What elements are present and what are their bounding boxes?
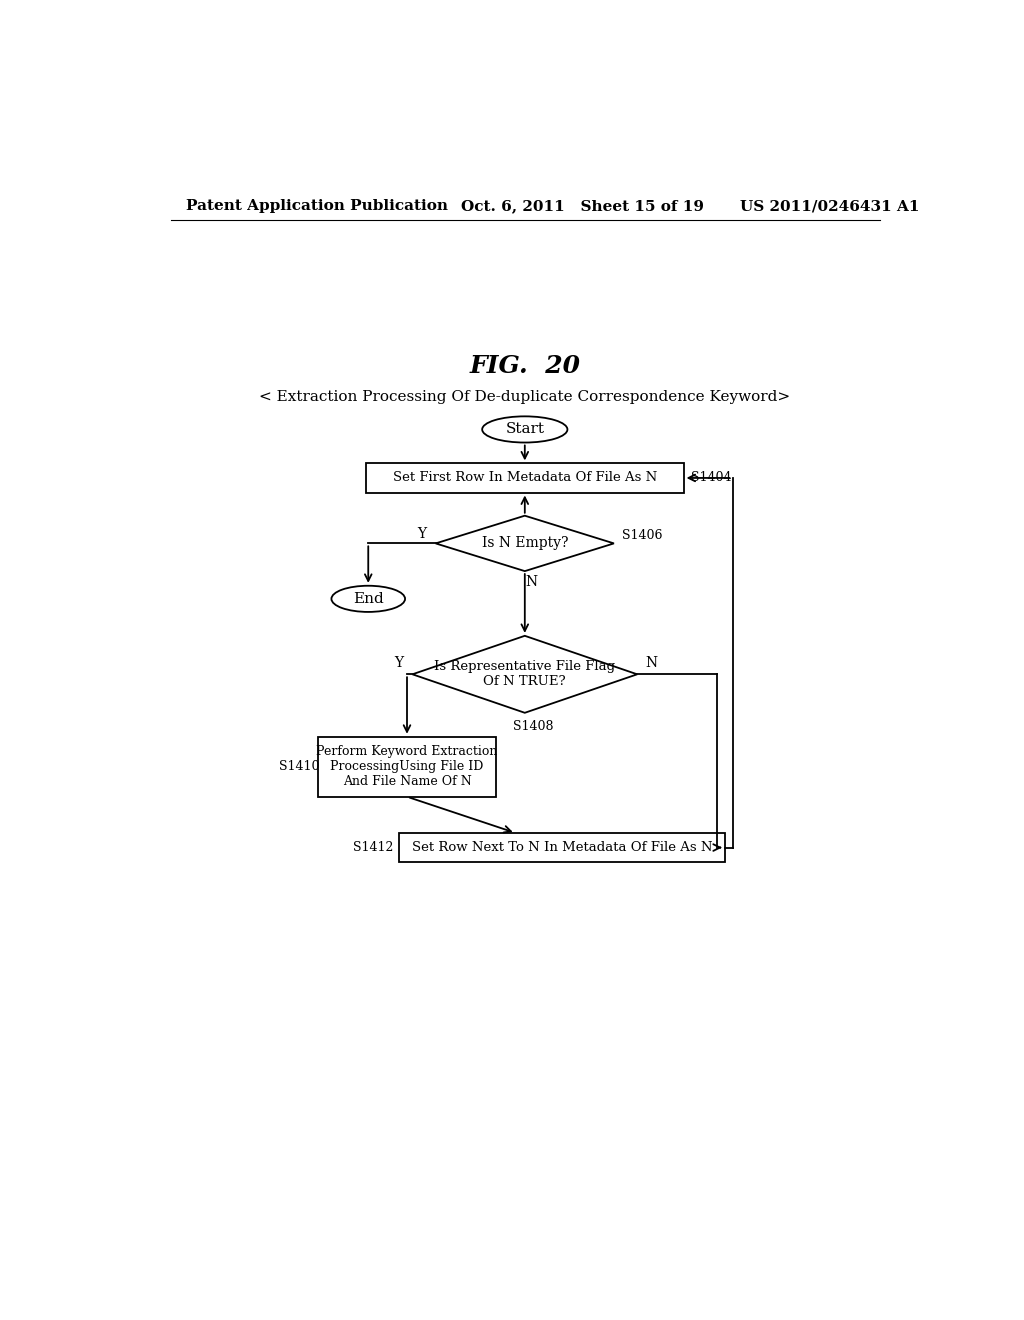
Text: Perform Keyword Extraction
ProcessingUsing File ID
And File Name Of N: Perform Keyword Extraction ProcessingUsi… xyxy=(316,746,498,788)
Bar xyxy=(317,737,496,797)
Text: Y: Y xyxy=(394,656,403,669)
Text: FIG.  20: FIG. 20 xyxy=(469,354,581,379)
Text: S1406: S1406 xyxy=(622,529,663,543)
Text: End: End xyxy=(353,591,384,606)
Text: Y: Y xyxy=(417,527,426,541)
Text: S1412: S1412 xyxy=(352,841,393,854)
Text: S1404: S1404 xyxy=(691,471,732,484)
Text: N: N xyxy=(645,656,657,669)
Text: S1410: S1410 xyxy=(280,760,319,774)
Text: Is N Empty?: Is N Empty? xyxy=(481,536,568,550)
Bar xyxy=(399,833,725,862)
Text: Is Representative File Flag
Of N TRUE?: Is Representative File Flag Of N TRUE? xyxy=(434,660,615,688)
Bar xyxy=(366,463,684,492)
Text: Oct. 6, 2011   Sheet 15 of 19: Oct. 6, 2011 Sheet 15 of 19 xyxy=(461,199,705,213)
Text: Set First Row In Metadata Of File As N: Set First Row In Metadata Of File As N xyxy=(392,471,657,484)
Text: S1408: S1408 xyxy=(513,721,554,733)
Text: Set Row Next To N In Metadata Of File As N: Set Row Next To N In Metadata Of File As… xyxy=(412,841,713,854)
Text: Patent Application Publication: Patent Application Publication xyxy=(186,199,449,213)
Text: US 2011/0246431 A1: US 2011/0246431 A1 xyxy=(740,199,920,213)
Text: N: N xyxy=(525,576,537,589)
Text: Start: Start xyxy=(505,422,545,437)
Text: < Extraction Processing Of De-duplicate Correspondence Keyword>: < Extraction Processing Of De-duplicate … xyxy=(259,391,791,404)
